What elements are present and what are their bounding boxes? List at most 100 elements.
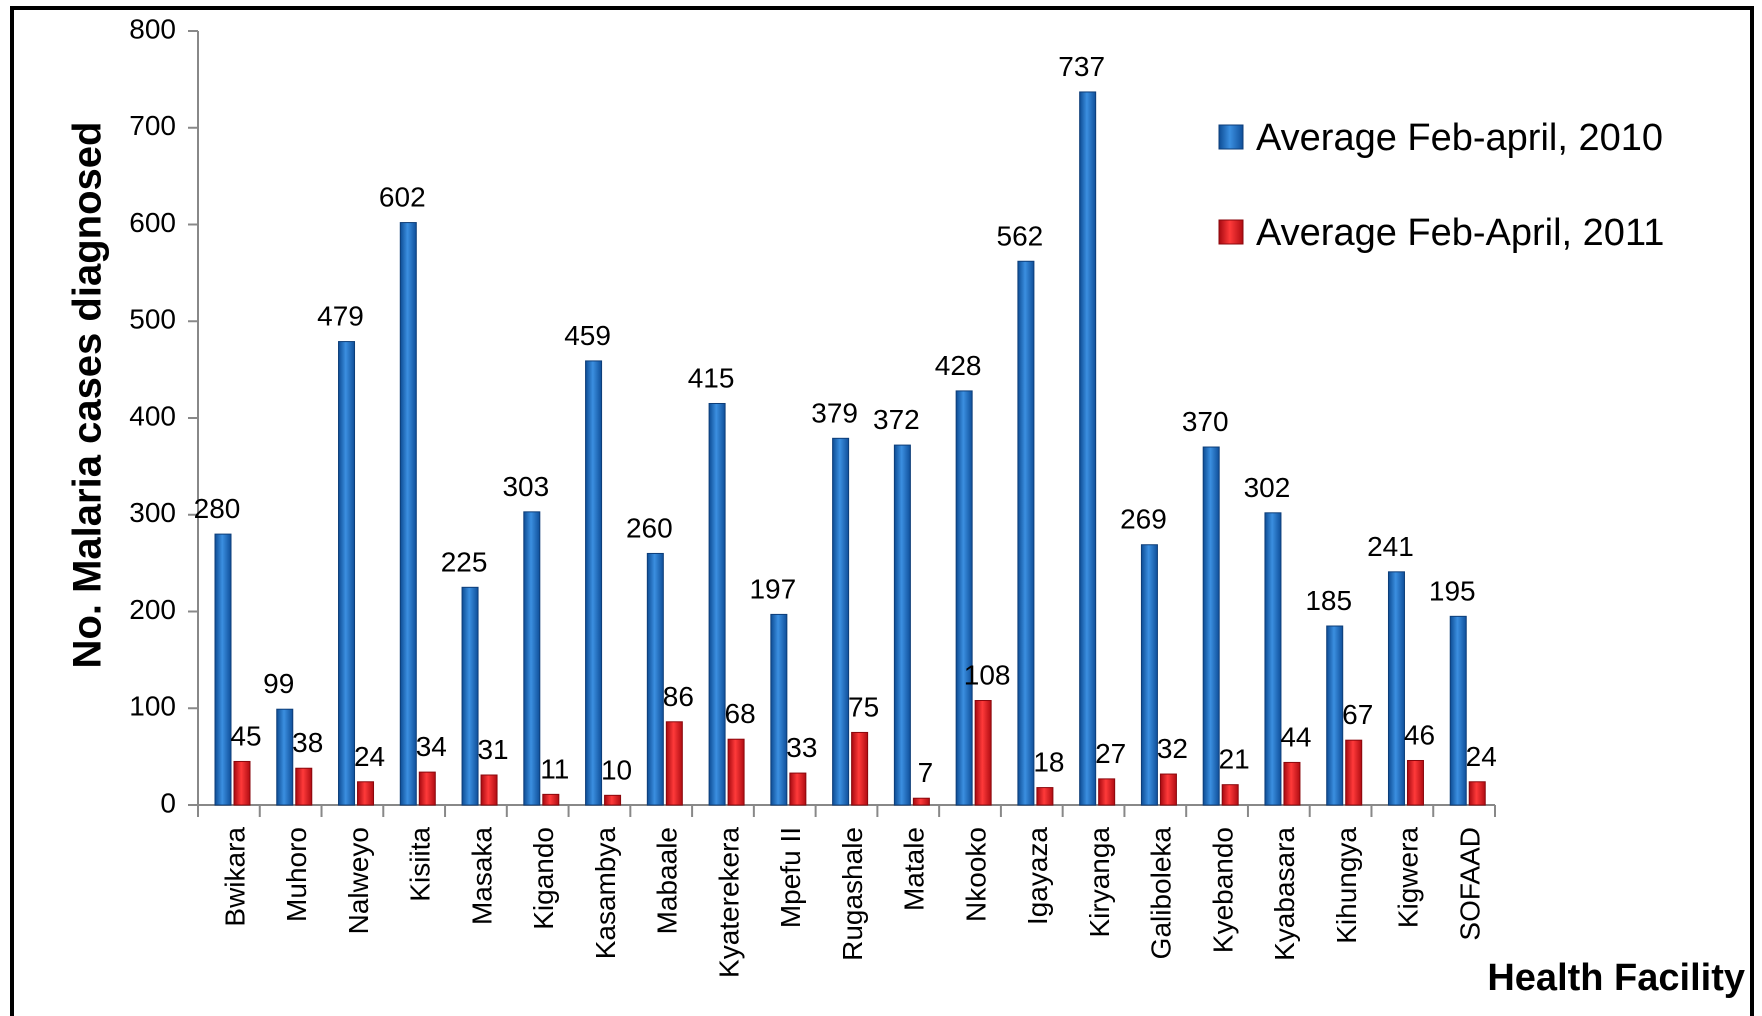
y-tick-label: 0 (160, 787, 176, 818)
data-label-2011: 33 (786, 732, 817, 763)
legend-swatch-2010 (1219, 125, 1243, 149)
bar-2011 (1222, 785, 1238, 805)
bar-2010 (1265, 513, 1281, 805)
category-label: Masaka (466, 827, 497, 925)
bar-2011 (1469, 782, 1485, 805)
y-tick-label: 400 (129, 400, 176, 431)
bar-2010 (524, 512, 540, 805)
y-tick-label: 600 (129, 207, 176, 238)
bar-2011 (728, 739, 744, 805)
y-tick-label: 700 (129, 110, 176, 141)
bar-2011 (1099, 779, 1115, 805)
y-tick-label: 800 (129, 13, 176, 44)
bar-2011 (666, 722, 682, 805)
bar-2011 (852, 732, 868, 805)
y-tick-label: 300 (129, 497, 176, 528)
bar-2010 (1450, 616, 1466, 805)
bar-2010 (339, 342, 355, 805)
bar-2011 (234, 761, 250, 805)
category-label: Igayaza (1022, 827, 1053, 925)
bar-2010 (1388, 572, 1404, 805)
data-label-2011: 75 (848, 691, 879, 722)
data-label-2011: 24 (1466, 741, 1497, 772)
bar-2010 (277, 709, 293, 805)
data-label-2010: 197 (749, 573, 796, 604)
bar-2011 (1160, 774, 1176, 805)
bar-2011 (975, 701, 991, 805)
bar-2010 (1080, 92, 1096, 805)
data-label-2011: 7 (918, 757, 934, 788)
bar-2010 (1141, 545, 1157, 805)
data-label-2011: 10 (601, 754, 632, 785)
data-label-2010: 372 (873, 404, 920, 435)
category-label: Kigwera (1393, 827, 1424, 929)
data-label-2011: 38 (292, 727, 323, 758)
data-label-2010: 99 (263, 668, 294, 699)
data-label-2011: 21 (1219, 744, 1250, 775)
bar-2010 (586, 361, 602, 805)
bar-2011 (1346, 740, 1362, 805)
data-label-2011: 108 (964, 660, 1011, 691)
data-label-2011: 18 (1033, 747, 1064, 778)
bar-2010 (462, 587, 478, 805)
category-label: Matale (899, 827, 930, 911)
data-label-2010: 303 (502, 471, 549, 502)
bar-2011 (296, 768, 312, 805)
bar-2010 (956, 391, 972, 805)
category-label: Kigando (528, 827, 559, 930)
data-label-2010: 225 (441, 546, 488, 577)
bar-2010 (215, 534, 231, 805)
bar-2011 (913, 798, 929, 805)
category-label: Kisiita (405, 827, 436, 902)
bar-2011 (1037, 788, 1053, 805)
category-label: Rugashale (837, 827, 868, 961)
category-label: Nalweyo (343, 827, 374, 934)
bar-2010 (894, 445, 910, 805)
category-label: Muhoro (281, 827, 312, 922)
data-label-2011: 31 (477, 734, 508, 765)
data-label-2011: 67 (1342, 699, 1373, 730)
legend: Average Feb-april, 2010 Average Feb-Apri… (1219, 117, 1664, 254)
bar-2010 (647, 553, 663, 805)
data-label-2011: 45 (230, 720, 261, 751)
data-label-2010: 302 (1244, 472, 1291, 503)
bar-2011 (1284, 762, 1300, 805)
category-label: Kyebando (1207, 827, 1238, 953)
data-label-2010: 379 (811, 397, 858, 428)
bar-2011 (790, 773, 806, 805)
data-label-2010: 415 (688, 362, 735, 393)
bar-2010 (771, 614, 787, 805)
bar-2011 (358, 782, 374, 805)
data-label-2011: 68 (725, 698, 756, 729)
data-label-2010: 241 (1367, 531, 1414, 562)
category-label: Kasambya (590, 827, 621, 960)
data-label-2010: 370 (1182, 406, 1229, 437)
bar-2010 (1203, 447, 1219, 805)
data-label-2011: 46 (1404, 719, 1435, 750)
category-labels: Bwikara Muhoro Nalweyo Kisiita Masaka Kigando… (219, 827, 1485, 978)
data-label-2010: 260 (626, 512, 673, 543)
data-label-2010: 479 (317, 301, 364, 332)
y-tick-label: 200 (129, 594, 176, 625)
data-label-2011: 24 (354, 741, 385, 772)
bar-2011 (605, 795, 621, 805)
data-label-2010: 269 (1120, 504, 1167, 535)
y-tick-label: 100 (129, 691, 176, 722)
data-label-2011: 34 (416, 731, 447, 762)
data-label-2010: 562 (997, 220, 1044, 251)
bar-2010 (709, 403, 725, 805)
category-label: Nkooko (960, 827, 991, 922)
category-label: Galiboleka (1146, 827, 1177, 960)
data-label-2010: 602 (379, 182, 426, 213)
data-label-2010: 459 (564, 320, 611, 351)
bar-2011 (481, 775, 497, 805)
category-label: Mabaale (652, 827, 683, 934)
data-label-2011: 44 (1280, 721, 1311, 752)
data-label-2010: 737 (1058, 51, 1105, 82)
bar-2011 (1407, 760, 1423, 805)
category-label: Bwikara (219, 827, 250, 927)
category-label: Kiryanga (1084, 827, 1115, 938)
legend-label-2011: Average Feb-April, 2011 (1256, 212, 1664, 254)
category-label: Kyaterekera (713, 827, 744, 978)
